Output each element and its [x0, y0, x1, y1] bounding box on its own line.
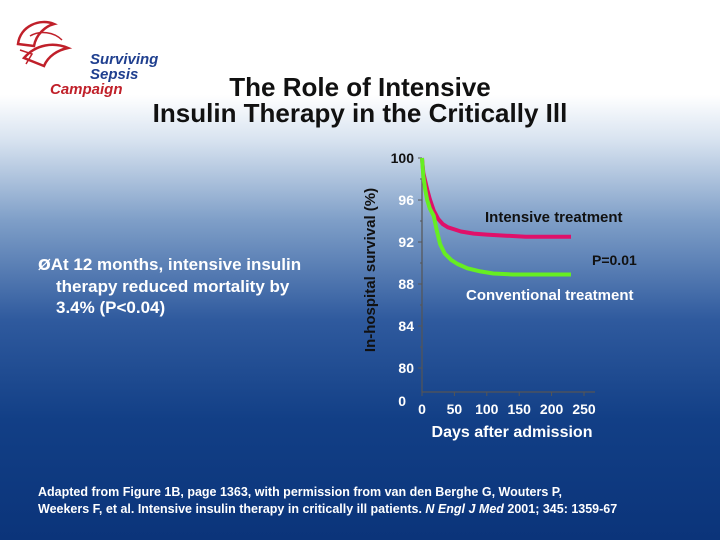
y-tick-label: 92	[398, 234, 414, 250]
conventional-treatment-line	[420, 157, 571, 277]
x-tick-label: 200	[540, 401, 564, 417]
y-tick-label: 88	[398, 276, 414, 292]
logo-line-campaign: Campaign	[50, 81, 123, 98]
bullet-line-1: At 12 months, intensive insulin	[50, 255, 302, 274]
citation-journal: N Engl J Med	[425, 502, 504, 516]
citation-line-1: Adapted from Figure 1B, page 1363, with …	[38, 485, 562, 499]
title-line-1: The Role of Intensive	[229, 72, 491, 102]
logo-line-surviving: Surviving	[90, 51, 159, 68]
bullet-line-2: therapy reduced mortality by	[56, 277, 290, 296]
p-value-label: P=0.01	[592, 252, 637, 268]
conventional-treatment-label: Conventional treatment	[466, 287, 634, 304]
surviving-sepsis-logo: Surviving Sepsis Campaign	[10, 14, 160, 98]
y-tick-label: 100	[391, 150, 415, 166]
y-tick-label: 80	[398, 360, 414, 376]
y-tick-label: 84	[398, 318, 414, 334]
citation: Adapted from Figure 1B, page 1363, with …	[38, 484, 718, 518]
x-axis-title: Days after admission	[432, 424, 593, 441]
logo-line-sepsis: Sepsis	[90, 66, 139, 83]
x-tick-label: 150	[508, 401, 532, 417]
y-tick-label: 96	[398, 192, 414, 208]
x-tick-label: 0	[418, 401, 426, 417]
arrow-bullet-icon: Ø	[38, 256, 51, 274]
bullet-point: ØAt 12 months, intensive insulin therapy…	[38, 254, 348, 318]
bullet-line-3: 3.4% (P<0.04)	[56, 298, 166, 317]
x-tick-label: 100	[475, 401, 499, 417]
logo-hands-icon	[16, 20, 73, 68]
intensive-treatment-label: Intensive treatment	[485, 209, 623, 226]
citation-ref: 2001; 345: 1359-67	[507, 502, 618, 516]
y-zero-label: 0	[398, 393, 406, 409]
x-tick-label: 250	[572, 401, 596, 417]
y-axis-title: In-hospital survival (%)	[362, 188, 379, 352]
x-tick-label: 50	[447, 401, 463, 417]
title-line-2: Insulin Therapy in the Critically Ill	[152, 98, 568, 128]
citation-line-2: Weekers F, et al. Intensive insulin ther…	[38, 502, 422, 516]
slide-title: The Role of Intensive Insulin Therapy in…	[0, 74, 720, 126]
